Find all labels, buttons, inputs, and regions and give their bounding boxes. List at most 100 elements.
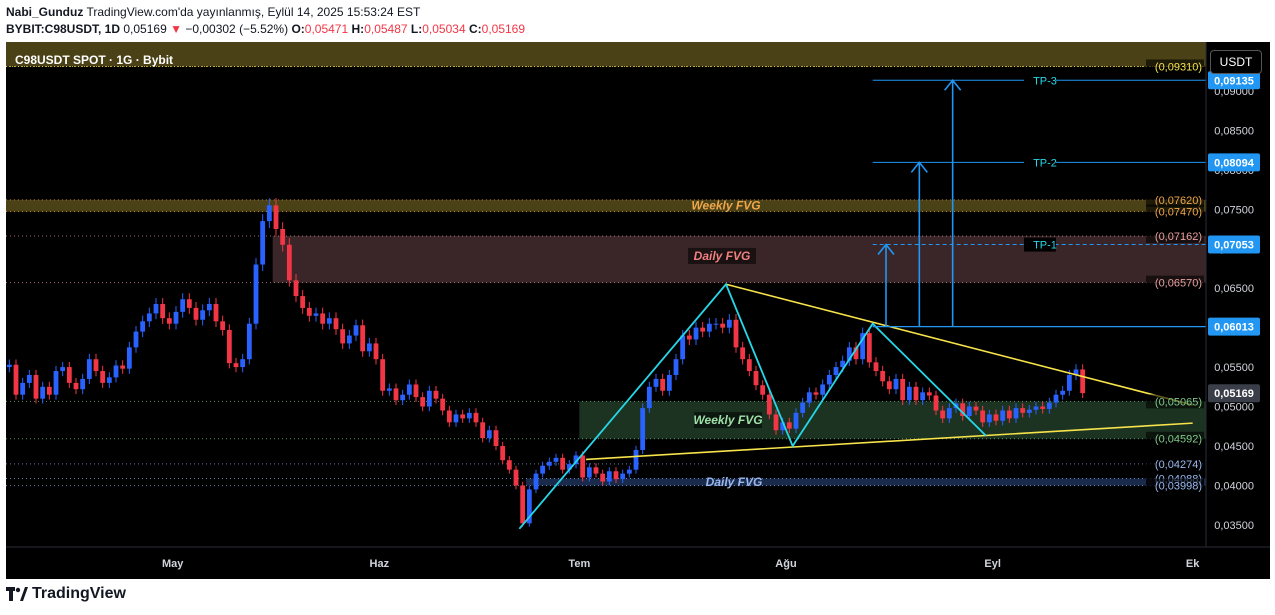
candle-body [593, 467, 599, 474]
price-chart[interactable]: Weekly FVG Daily FVG Weekly FVG Daily FVG TP… [6, 42, 1270, 579]
candle-body [633, 449, 639, 470]
current-price: 0,05169 [123, 22, 167, 36]
axis-price-tag [1208, 317, 1260, 336]
candle-body [13, 364, 19, 395]
candle-body [66, 367, 72, 383]
chart-area[interactable]: Weekly FVG Daily FVG Weekly FVG Daily FVG TP… [6, 42, 1270, 579]
candle-body [733, 319, 739, 348]
candle-body [393, 388, 399, 401]
candle-body [260, 221, 266, 265]
candle-body [406, 384, 412, 395]
candle-body [673, 359, 679, 375]
candle-body [580, 455, 586, 478]
candle-body [73, 382, 79, 390]
candle-body [453, 414, 459, 423]
y-tick-label: 0,03500 [1214, 520, 1254, 532]
candle-body [946, 408, 952, 419]
candle-body [993, 414, 999, 421]
candle-body [853, 347, 859, 360]
candle-body [860, 333, 866, 360]
candle-body [473, 412, 479, 423]
fvg-zone [526, 478, 1206, 486]
candle-body [553, 457, 559, 462]
close-value: 0,05169 [481, 22, 526, 36]
candle-body [426, 390, 432, 407]
currency-button[interactable]: USDT [1210, 50, 1262, 74]
candle-body [680, 335, 686, 360]
candle-body [620, 473, 626, 480]
candle-body [273, 205, 279, 230]
candle-body [786, 422, 792, 429]
low-value: 0,05034 [422, 22, 466, 36]
candle-body [960, 403, 966, 417]
y-tick-label: 0,04000 [1214, 480, 1254, 492]
trendline [725, 283, 1193, 406]
candle-body [340, 329, 346, 344]
candle-body [706, 323, 712, 332]
candle-body [720, 323, 726, 328]
candle-body [566, 464, 572, 470]
candle-body [213, 303, 219, 322]
candle-body [1053, 394, 1059, 403]
axis-price-tag [1208, 384, 1260, 403]
x-tick-label: Eyl [984, 558, 1001, 570]
candle-body [693, 327, 699, 340]
candle-body [506, 460, 512, 470]
candle-body [1046, 402, 1052, 409]
candle-body [226, 330, 232, 364]
candle-body [600, 473, 606, 482]
candle-body [86, 359, 92, 379]
candle-body [906, 386, 912, 401]
candle-body [173, 311, 179, 324]
banner-background [6, 42, 1206, 67]
candle-body [306, 307, 312, 316]
open-value: 0,05471 [304, 22, 349, 36]
axis-price-tag [1208, 71, 1260, 90]
candle-body [113, 365, 119, 378]
candle-body [686, 335, 692, 340]
x-tick-label: Tem [568, 558, 590, 570]
candle-body [813, 392, 819, 395]
zone-label: Daily FVG [706, 475, 763, 489]
target-label-bg [1024, 155, 1056, 170]
candle-body [773, 414, 779, 431]
candle-body [386, 388, 392, 391]
candle-body [613, 471, 619, 480]
candle-body [826, 374, 832, 385]
brand-name: TradingView [32, 585, 126, 602]
level-label-bg [1146, 478, 1204, 493]
candle-body [880, 371, 886, 382]
candle-body [933, 395, 939, 411]
candle-body [146, 313, 152, 322]
chart-header-line2: BYBIT:C98USDT, 1D 0,05169 ▼ −0,00302 (−5… [6, 22, 525, 36]
candle-body [140, 321, 146, 332]
candle-body [346, 335, 352, 344]
level-value-label: (0,03998) [1155, 481, 1202, 493]
candle-body [6, 364, 12, 368]
candle-body [46, 386, 52, 395]
candle-body [513, 469, 519, 486]
candle-body [546, 461, 552, 466]
candle-body [886, 381, 892, 390]
level-value-label: (0,04274) [1155, 459, 1202, 471]
candle-body [186, 299, 192, 308]
level-value-label: (0,05065) [1155, 396, 1202, 408]
candle-body [200, 310, 206, 320]
candle-body [333, 318, 339, 330]
candle-body [520, 485, 526, 524]
axis-price-value: 0,06013 [1214, 322, 1254, 334]
candle-body [433, 390, 439, 399]
candle-body [980, 410, 986, 423]
candle-body [240, 359, 246, 368]
candle-body [653, 378, 659, 387]
candle-body [493, 430, 499, 446]
axis-price-tag [1208, 153, 1260, 172]
candle-body [873, 362, 879, 372]
candle-body [220, 321, 226, 331]
candle-body [326, 318, 332, 324]
open-label: O: [291, 22, 305, 36]
target-arrowhead-icon [877, 243, 895, 256]
candle-body [1006, 410, 1012, 419]
y-tick-label: 0,05000 [1214, 402, 1254, 414]
candle-body [106, 377, 112, 383]
